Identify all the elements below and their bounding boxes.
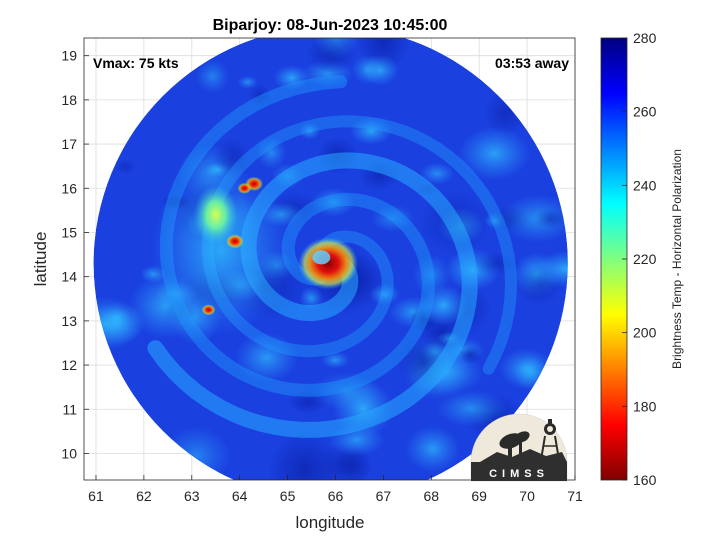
colorbar-tick-label: 280 xyxy=(633,30,657,46)
x-axis: 61 62 63 64 65 66 67 68 69 70 71 xyxy=(88,475,583,504)
convective-cell xyxy=(237,182,252,194)
tb-texture xyxy=(115,159,137,174)
tb-texture xyxy=(195,59,230,94)
tb-texture xyxy=(320,351,350,369)
cimss-logo: CIMSS xyxy=(470,413,568,482)
tb-texture xyxy=(248,83,272,106)
y-tick-label: 15 xyxy=(61,224,77,240)
y-axis-label: latitude xyxy=(31,232,50,287)
x-tick-label: 67 xyxy=(376,488,392,504)
tb-texture xyxy=(256,136,287,170)
colorbar-tick-label: 220 xyxy=(633,251,657,267)
tb-texture xyxy=(103,307,131,329)
chart-title: Biparjoy: 08-Jun-2023 10:45:00 xyxy=(213,17,448,34)
convective-cell xyxy=(201,304,216,316)
colorbar-tick-label: 180 xyxy=(633,398,657,414)
vmax-annotation: Vmax: 75 kts xyxy=(93,55,179,71)
x-tick-label: 63 xyxy=(184,488,200,504)
colorbar: 160 180 200 220 240 260 280 Brightness Temp - … xyxy=(600,30,684,488)
western-cloud-region xyxy=(150,165,291,336)
tb-texture xyxy=(472,251,520,276)
x-tick-label: 69 xyxy=(471,488,487,504)
tb-texture xyxy=(458,126,531,181)
x-tick-label: 68 xyxy=(424,488,440,504)
tb-texture xyxy=(311,187,356,217)
tb-texture xyxy=(370,204,416,233)
tb-texture xyxy=(312,38,360,60)
axes-frame xyxy=(83,37,576,481)
tb-texture xyxy=(312,371,381,412)
x-tick-label: 66 xyxy=(328,488,344,504)
spiral-rainband xyxy=(201,115,518,375)
colorbar-tick-label: 260 xyxy=(633,104,657,120)
convective-cell xyxy=(225,234,244,249)
y-axis: 10 11 12 13 14 15 16 17 18 19 xyxy=(61,48,89,461)
tb-texture xyxy=(419,162,455,185)
tb-texture xyxy=(298,122,321,140)
colorbar-tick-label: 160 xyxy=(633,472,657,488)
x-tick-label: 65 xyxy=(280,488,296,504)
x-tick-label: 62 xyxy=(136,488,152,504)
y-tick-label: 19 xyxy=(61,48,77,64)
tb-texture xyxy=(405,425,460,473)
brightness-temp-swath xyxy=(93,38,568,480)
colorbar-tick-label: 240 xyxy=(633,177,657,193)
time-away-annotation: 03:53 away xyxy=(495,55,569,71)
tb-texture xyxy=(536,250,568,288)
tb-texture xyxy=(436,390,508,427)
x-axis-label: longitude xyxy=(295,513,364,532)
y-tick-label: 11 xyxy=(62,401,77,417)
satellite-dish-icon xyxy=(499,431,530,458)
tb-texture xyxy=(349,116,393,145)
y-tick-label: 12 xyxy=(61,357,77,373)
x-tick-label: 70 xyxy=(519,488,535,504)
y-tick-label: 18 xyxy=(61,92,77,108)
tb-texture xyxy=(234,332,299,384)
y-tick-label: 17 xyxy=(61,136,77,152)
y-tick-label: 10 xyxy=(61,445,77,461)
tb-texture xyxy=(459,345,481,365)
colorbar-ticks: 160 180 200 220 240 260 280 xyxy=(622,30,657,488)
logo-text: CIMSS xyxy=(489,468,549,480)
rainband xyxy=(193,184,238,245)
tb-texture xyxy=(412,254,451,296)
y-tick-label: 14 xyxy=(61,269,77,285)
tb-texture xyxy=(351,54,384,85)
spiral-rainband xyxy=(147,152,478,438)
colorbar-label: Brightness Temp - Horizontal Polarizatio… xyxy=(670,149,684,369)
y-tick-label: 16 xyxy=(61,180,77,196)
y-tick-label: 13 xyxy=(61,313,77,329)
tb-texture xyxy=(273,64,310,91)
x-tick-label: 71 xyxy=(567,488,583,504)
colorbar-tick-label: 200 xyxy=(633,325,657,341)
x-tick-label: 64 xyxy=(232,488,248,504)
storm-eye xyxy=(312,250,331,265)
tb-texture xyxy=(237,75,258,89)
eyewall-convection xyxy=(298,237,359,290)
tb-texture xyxy=(533,208,568,230)
tb-texture xyxy=(288,390,328,415)
x-tick-label: 61 xyxy=(88,488,104,504)
